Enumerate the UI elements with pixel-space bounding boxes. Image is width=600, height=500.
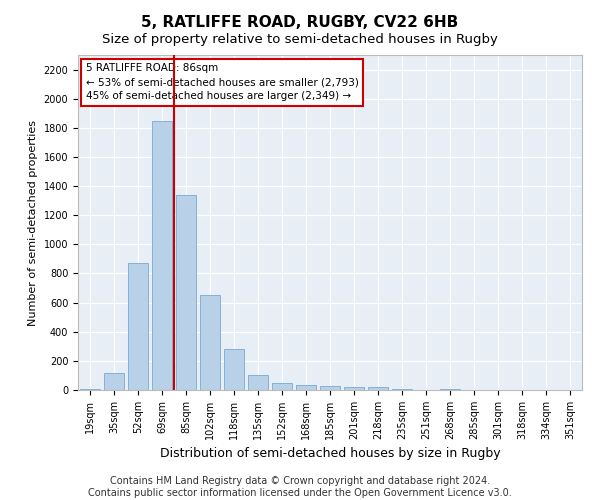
Bar [272,384,292,390]
Bar [152,120,172,390]
Bar [200,296,220,390]
Bar [104,372,124,390]
Text: 5, RATLIFFE ROAD, RUGBY, CV22 6HB: 5, RATLIFFE ROAD, RUGBY, CV22 6HB [142,15,458,30]
Bar [344,387,364,390]
Bar [128,264,148,390]
Bar [176,195,196,390]
Text: Size of property relative to semi-detached houses in Rugby: Size of property relative to semi-detach… [102,32,498,46]
Y-axis label: Number of semi-detached properties: Number of semi-detached properties [28,120,38,326]
X-axis label: Distribution of semi-detached houses by size in Rugby: Distribution of semi-detached houses by … [160,448,500,460]
Bar [224,349,244,390]
Bar [80,388,100,390]
Text: 5 RATLIFFE ROAD: 86sqm
← 53% of semi-detached houses are smaller (2,793)
45% of : 5 RATLIFFE ROAD: 86sqm ← 53% of semi-det… [86,64,358,102]
Bar [296,385,316,390]
Bar [248,376,268,390]
Text: Contains HM Land Registry data © Crown copyright and database right 2024.
Contai: Contains HM Land Registry data © Crown c… [88,476,512,498]
Bar [320,386,340,390]
Bar [368,387,388,390]
